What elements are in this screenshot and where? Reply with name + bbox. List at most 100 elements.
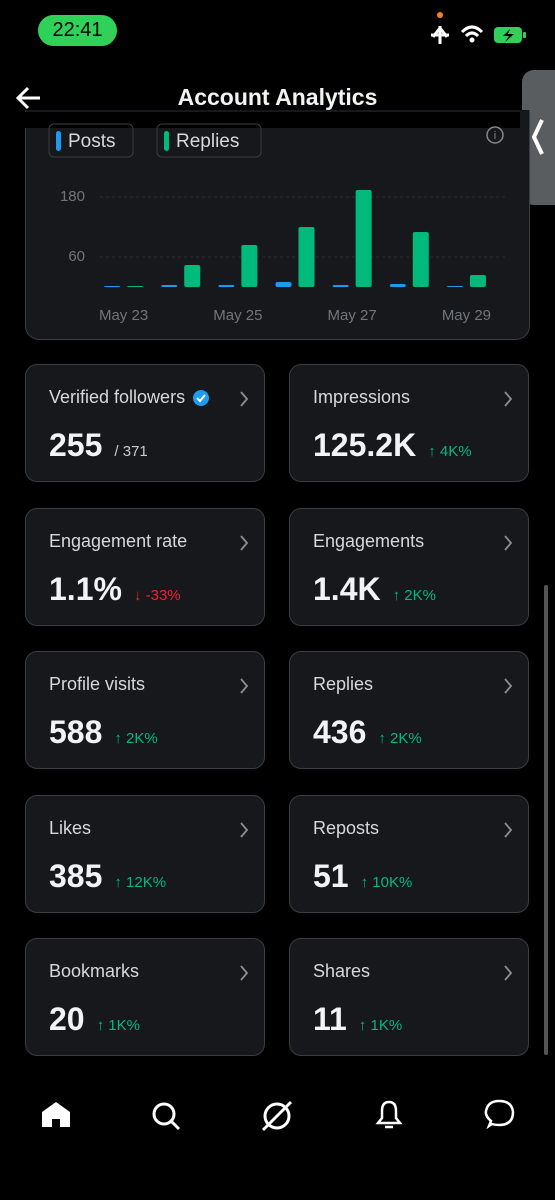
- bar: [241, 245, 258, 287]
- stat-label: Engagements: [313, 530, 425, 551]
- chevron: [504, 678, 513, 694]
- stat-value: 255: [49, 427, 103, 463]
- stat-row: 436 ↑ 2K%: [313, 714, 422, 751]
- stat-label: Replies: [313, 674, 374, 694]
- legend-swatch: [56, 131, 61, 151]
- status-time: 22:41: [38, 15, 117, 46]
- bar: [355, 190, 372, 287]
- chevron: [504, 534, 513, 551]
- chevron: [504, 965, 513, 981]
- stat-label: Shares: [313, 961, 371, 981]
- stat-change: ↑ 10K%: [360, 873, 413, 891]
- stat-label: Reposts: [313, 817, 380, 838]
- y-tick-label: 180: [60, 188, 85, 205]
- chevron: [240, 391, 249, 407]
- back-button[interactable]: [14, 84, 44, 112]
- stat-row: 1.4K ↑ 2K%: [313, 571, 436, 608]
- stat-value: 1.1%: [49, 570, 122, 607]
- bar: [184, 265, 201, 287]
- bar: [298, 227, 315, 287]
- stat-change: ↑ 2K%: [114, 730, 158, 747]
- stat-card[interactable]: Profile visits 588 ↑ 2K%: [25, 651, 265, 769]
- stat-row: 385 ↑ 12K%: [49, 858, 166, 895]
- x-tick-label: May 29: [442, 307, 491, 324]
- stat-value: 588: [49, 714, 103, 750]
- stat-row: 11 ↑ 1K%: [313, 1001, 402, 1038]
- stat-card[interactable]: Impressions 125.2K ↑ 4K%: [289, 364, 529, 482]
- stat-label-row: Engagements: [313, 531, 424, 552]
- stat-label-row: Reposts: [313, 818, 379, 839]
- bar: [412, 232, 429, 287]
- nav-search[interactable]: [152, 1102, 181, 1131]
- stat-row: 1.1% ↓ -33%: [49, 571, 181, 608]
- stat-card[interactable]: Bookmarks 20 ↑ 1K%: [25, 938, 265, 1056]
- stat-label-row: Verified followers: [49, 387, 210, 408]
- stat-label-row: Engagement rate: [49, 531, 187, 552]
- stat-row: 588 ↑ 2K%: [49, 714, 158, 751]
- bar: [446, 286, 463, 287]
- stat-value: 11: [313, 1001, 347, 1037]
- nav-messages[interactable]: [484, 1099, 515, 1130]
- stat-card[interactable]: Replies 436 ↑ 2K%: [289, 651, 529, 769]
- x-tick-label: May 27: [328, 307, 377, 324]
- stat-label: Profile visits: [49, 674, 146, 694]
- stat-label-row: Replies: [313, 674, 373, 695]
- x-tick-label: May 25: [213, 307, 262, 324]
- scrollbar: [544, 585, 548, 1055]
- verified-badge: [193, 389, 210, 406]
- nav-notifications[interactable]: [375, 1100, 403, 1129]
- bar: [127, 286, 144, 287]
- stat-change: ↑ 1K%: [358, 1017, 403, 1034]
- stat-total: / 371: [114, 443, 148, 460]
- nav-grok[interactable]: [261, 1100, 293, 1132]
- stat-label-row: Likes: [49, 818, 91, 839]
- stat-row: 125.2K ↑ 4K%: [313, 427, 472, 464]
- chart: i Posts Replies 60 180 May 23 May 25 May 27 May…: [48, 123, 505, 324]
- stat-value: 51: [313, 857, 349, 894]
- chevron: [240, 965, 249, 981]
- chart-card: [25, 110, 530, 340]
- stat-card[interactable]: Shares 11 ↑ 1K%: [289, 938, 529, 1056]
- stat-value: 385: [49, 857, 103, 894]
- stat-value: 436: [313, 714, 367, 750]
- stat-card[interactable]: Likes 385 ↑ 12K%: [25, 794, 265, 913]
- stat-card[interactable]: Reposts 51 ↑ 10K%: [289, 794, 529, 913]
- stat-card[interactable]: Engagements 1.4K ↑ 2K%: [289, 507, 529, 626]
- stat-label-row: Shares: [313, 961, 370, 982]
- stat-value: 1.4K: [313, 570, 381, 607]
- x-tick-label: May 23: [99, 307, 148, 324]
- stat-label: Likes: [49, 817, 92, 838]
- chevron: [504, 391, 513, 407]
- bar: [469, 275, 486, 287]
- svg-text:i: i: [494, 130, 496, 142]
- chevron: [240, 534, 249, 551]
- bar: [275, 282, 292, 287]
- stat-row: 51 ↑ 10K%: [313, 858, 412, 895]
- status-icons: [431, 12, 526, 44]
- page-title: Account Analytics: [177, 84, 378, 110]
- nav-home[interactable]: [42, 1102, 70, 1127]
- stat-change: ↑ 2K%: [392, 586, 436, 604]
- bottom-nav: [42, 1099, 515, 1132]
- legend-swatch: [164, 131, 169, 151]
- bar: [104, 286, 121, 287]
- chevron: [240, 821, 249, 838]
- legend-label: Posts: [68, 131, 116, 152]
- bar: [161, 285, 178, 287]
- stat-value: 20: [49, 1001, 85, 1037]
- stat-label: Engagement rate: [49, 530, 188, 551]
- bar: [389, 284, 406, 287]
- legend-chip: [156, 123, 262, 158]
- legend-label: Replies: [176, 131, 239, 152]
- chevron: [240, 678, 249, 694]
- chevron: [504, 821, 513, 838]
- stat-label-row: Impressions: [313, 387, 410, 408]
- legend-chip: [48, 123, 134, 158]
- y-tick-label: 60: [68, 248, 85, 265]
- stat-change: ↓ -33%: [133, 586, 181, 604]
- stat-card[interactable]: Engagement rate 1.1% ↓ -33%: [25, 507, 265, 626]
- stat-card[interactable]: Verified followers 255 / 371: [25, 364, 265, 482]
- stat-label: Impressions: [313, 387, 411, 407]
- stat-change: ↑ 12K%: [114, 873, 167, 891]
